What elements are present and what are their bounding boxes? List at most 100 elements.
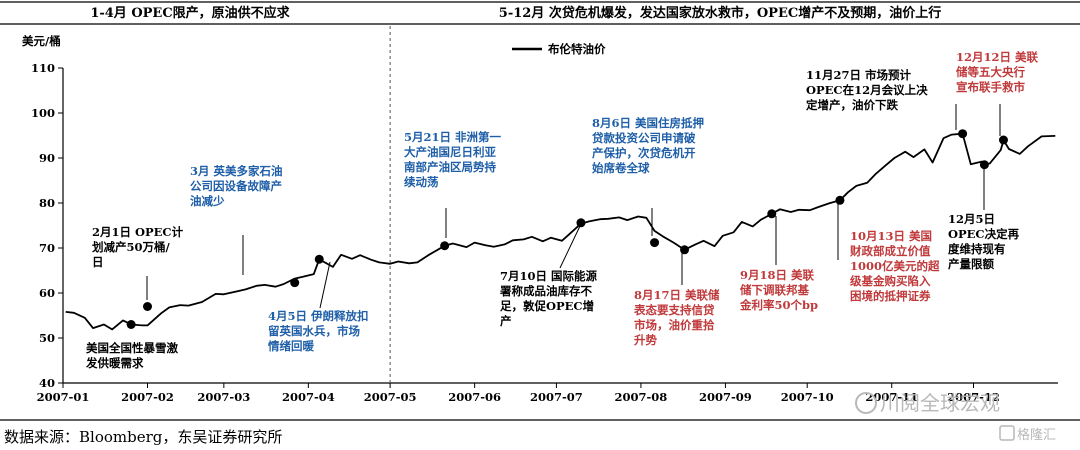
series-line-brent [65, 132, 1056, 331]
annotation-text: 8月17日 美联储 [634, 288, 720, 302]
annotation-text: 11月27日 市场预计 [806, 68, 912, 82]
x-tick-label: 2007-01 [37, 390, 90, 404]
x-tick-label: 2007-09 [699, 390, 752, 404]
x-tick-label: 2007-05 [364, 390, 417, 404]
annotation-marker [143, 302, 153, 311]
x-tick-label: 2007-02 [121, 390, 174, 404]
x-tick-label: 2007-11 [865, 390, 918, 404]
annotation-marker [126, 320, 136, 329]
annotation-text: 5月21日 非洲第一 [404, 130, 502, 144]
annotation-text: 2月1日 OPEC计 [92, 225, 184, 239]
y-tick-label: 50 [39, 331, 55, 345]
x-tick-label: 2007-06 [448, 390, 501, 404]
y-tick-label: 110 [31, 61, 55, 75]
x-tick-label: 2007-10 [781, 390, 834, 404]
y-tick-label: 40 [39, 376, 55, 390]
annotation-marker [767, 209, 777, 219]
annotation-marker [314, 254, 324, 264]
annotation-text: 市场，油价重拾 [634, 318, 715, 332]
wechat-icon [855, 392, 877, 414]
annotation-marker [680, 245, 690, 255]
annotation-text: 油减少 [190, 194, 225, 208]
annotation-marker [440, 241, 450, 251]
annotation-text: 贷款投资公司申请破 [592, 131, 696, 145]
y-ticks: 40 50 60 70 80 90 100 110 [31, 61, 63, 390]
annotation-text: 始席卷全球 [592, 161, 650, 175]
annotation-text: 10月13日 美国 [850, 229, 932, 243]
annotation-text: 定增产，油价下跌 [806, 98, 898, 112]
source-note: 数据来源：Bloomberg，东吴证券研究所 [4, 428, 282, 446]
annotation-text: 3月 英美多家石油 [190, 164, 283, 178]
series-group [65, 132, 1056, 331]
annotation-text: 4月5日 伊朗释放扣 [268, 309, 369, 323]
annotation-text: 12月12日 美联 [956, 50, 1039, 64]
annotation-text: 表态要支持信贷 [633, 303, 715, 317]
annotation-text: OPEC决定再 [948, 227, 1020, 241]
header-left: 1-4月 OPEC限产，原油供不应求 [90, 5, 290, 21]
annotation-text: 续动荡 [404, 175, 439, 189]
annotation-marker [576, 218, 586, 228]
annotation-text: 金利率50个bp [739, 298, 818, 312]
annotation-text: 级基金购买陷入 [850, 274, 931, 288]
y-axis-label: 美元/桶 [22, 34, 61, 48]
y-tick-label: 60 [39, 286, 55, 300]
annotation-text: 产 [500, 314, 512, 328]
x-tick-label: 2007-08 [615, 390, 668, 404]
annotation-marker [998, 135, 1008, 145]
annotation-text: 美国全国性暴雪激 [86, 341, 178, 355]
annotation-text: 7月10日 国际能源 [500, 269, 598, 283]
annotation-marker [650, 238, 660, 248]
annotation-text: 1000亿美元的超 [850, 259, 940, 273]
annotation-text: 情绪回暖 [267, 339, 314, 353]
annotation-text: 南部产油区局势持 [404, 160, 496, 174]
annotation-text: 度维持现有 [948, 242, 1006, 256]
watermark-text: 川阅全球宏观 [880, 391, 1000, 415]
x-tick-label: 2007-12 [947, 390, 1000, 404]
annotation-connector [319, 261, 331, 309]
annotation-text: 8月6日 美国住房抵押 [592, 116, 704, 130]
annotation-marker [835, 195, 845, 205]
x-ticks: 2007-01 2007-02 2007-03 2007-04 2007-05 2007-… [37, 383, 1000, 404]
annotation-text: 署称成品油库存不 [499, 284, 592, 298]
annotation-text: 大产油国尼日利亚 [404, 145, 496, 159]
watermark-brand: 格隆汇 [1017, 427, 1056, 443]
annotation-text: 升势 [634, 333, 657, 347]
annotation-text: 日 [92, 255, 104, 269]
watermark: 川阅全球宏观 格隆汇 [855, 391, 1056, 443]
annotation-marker [958, 129, 968, 139]
gelonghui-logo-icon [999, 425, 1015, 441]
annotation-text: 产量限额 [948, 257, 994, 271]
y-tick-label: 70 [39, 241, 55, 255]
y-tick-label: 90 [39, 151, 55, 165]
annotation-text: 公司因设备故障产 [190, 179, 282, 193]
annotation-text: 储等五大央行 [956, 65, 1025, 79]
y-tick-label: 80 [39, 196, 55, 210]
y-tick-label: 100 [31, 106, 55, 120]
annotation-marker [290, 278, 300, 288]
header-right: 5-12月 次贷危机爆发，发达国家放水救市，OPEC增产不及预期，油价上行 [499, 5, 941, 21]
annotation-text: OPEC在12月会议上决 [806, 83, 928, 97]
annotation-text: 困境的抵押证券 [850, 289, 931, 303]
annotation-text: 留英国水兵，市场 [268, 324, 360, 338]
legend: 布伦特油价 [512, 42, 606, 56]
x-tick-label: 2007-04 [282, 390, 335, 404]
annotation-marker [979, 160, 989, 170]
annotation-connector [559, 225, 581, 269]
annotation-text: 足，敦促OPEC增 [500, 299, 594, 313]
annotation-text: 划减产50万桶/ [92, 240, 171, 254]
annotation-text: 12月5日 [948, 212, 995, 226]
annotation-text: 9月18日 美联 [740, 268, 815, 282]
